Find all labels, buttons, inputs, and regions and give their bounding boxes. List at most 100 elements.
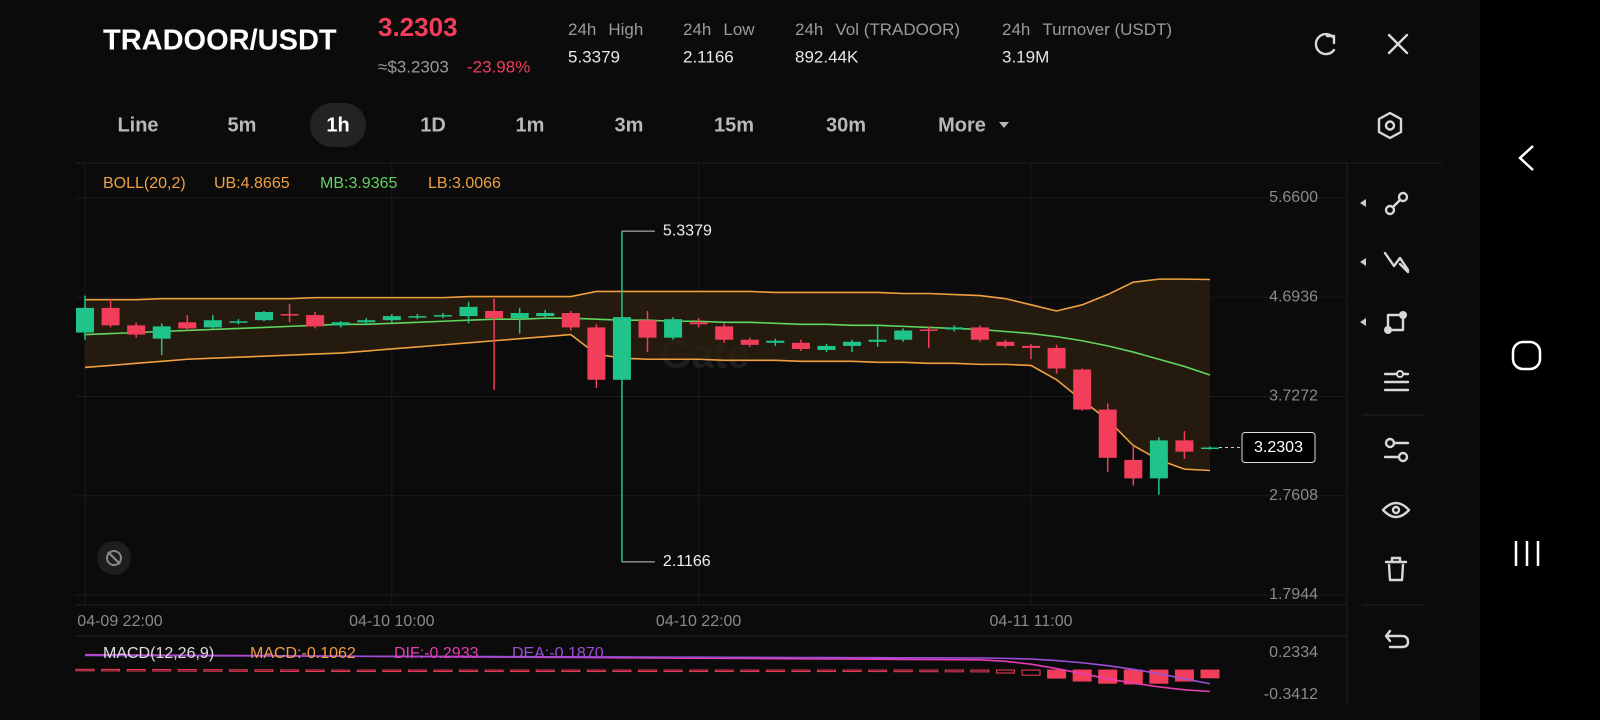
candle-body [791,342,810,349]
tab[interactable]: 5m [228,114,257,136]
candle-body [485,310,504,319]
home-button[interactable] [1511,340,1542,371]
macd-plot [75,653,1220,693]
macd-bar [280,669,300,672]
y-tick-label: 3.7272 [1269,388,1318,405]
candle-body [306,315,325,327]
delete-tool[interactable] [1384,556,1408,582]
stat-period: 24h [683,20,711,39]
candle-body [280,314,299,316]
undo-tool[interactable] [1384,629,1410,649]
macd-bar [356,669,376,673]
stat-label: 24h Low [683,20,755,39]
candle-body [1201,447,1219,450]
macd-bar [995,669,1015,674]
legend-item: MB:3.9365 [320,175,397,192]
expand-arrow[interactable] [1360,199,1366,207]
macd-bar [791,669,811,673]
candle-body [612,317,631,380]
macd-bar [970,669,990,673]
y-tick-label: 1.7944 [1269,586,1318,603]
legend-item: MACD:-0.1062 [250,645,356,662]
candle-body [254,311,273,321]
macd-bar [459,669,479,673]
macd-bar [382,669,402,673]
macd-bar [152,669,172,672]
macd-bar [1098,669,1118,684]
candle-body [715,326,734,340]
macd-bar [740,669,760,673]
tab[interactable]: 3m [615,114,644,136]
usd-price: ≈$3.2303 [378,57,449,76]
tab[interactable]: 30m [826,114,866,136]
y-tick-label: 0.2334 [1269,644,1318,661]
legend-item: BOLL(20,2) [103,175,186,192]
candle-body [1149,440,1168,479]
macd-bar [484,669,504,673]
refresh-button[interactable] [1314,32,1336,56]
stat-period: 24h [568,20,596,39]
macd-bar [944,669,964,673]
candle-body [408,316,427,318]
settings-button[interactable] [1377,111,1403,140]
candle-body [101,307,120,326]
candle-body [1047,347,1066,369]
macd-bar [535,669,555,673]
y-tick-label: 2.7608 [1269,487,1318,504]
band-upper [85,278,1211,312]
indicator-tool[interactable] [1383,370,1410,392]
stat-value: 892.44K [795,47,859,66]
stat-name: Vol (TRADOOR) [835,20,960,39]
x-tick-label: 04-09 22:00 [77,613,163,630]
x-tick-label: 04-11 11:00 [990,613,1073,630]
macd-bar [1200,669,1220,679]
stat-label: 24h High [568,20,643,39]
tab[interactable]: 1D [420,114,446,136]
tab[interactable]: 15m [714,114,754,136]
tab[interactable]: Line [117,114,158,136]
dropdown-arrow[interactable] [999,122,1009,128]
stat-period: 24h [795,20,823,39]
x-tick-label: 04-10 10:00 [349,613,435,630]
polyline-tool[interactable] [1383,251,1410,274]
candle-body [433,315,452,317]
tab[interactable]: More [938,114,986,136]
candle-body [689,322,708,325]
expand-arrow[interactable] [1360,318,1366,326]
candle-body [536,313,555,317]
candle-body [996,341,1015,346]
back-button[interactable] [1518,145,1534,171]
candle-body [178,322,197,329]
low-marker-label: 2.1166 [663,553,711,570]
stat-name: High [608,20,643,39]
y-tick-label: -0.3412 [1264,686,1318,703]
reset-view-button[interactable] [97,541,131,575]
candle-body [127,325,146,335]
x-tick-label: 04-10 22:00 [656,613,742,630]
legend-item: MACD(12,26,9) [103,645,214,662]
active-tab[interactable]: 1h [326,114,349,136]
line-tool[interactable] [1384,191,1409,216]
candle-body [331,322,350,326]
candle-body [357,320,376,323]
tab[interactable]: 1m [516,114,545,136]
stat-name: Low [723,20,755,39]
price-tag [1241,432,1316,464]
candle-body [382,316,401,321]
shape-tool[interactable] [1384,311,1407,334]
stat-value: 5.3379 [568,47,620,66]
legend-item: DIF:-0.2933 [394,645,479,662]
close-button[interactable] [1387,33,1409,55]
macd-bar [663,669,683,673]
macd-bar [689,669,709,673]
recents-button[interactable] [1514,541,1540,566]
legend-item: LB:3.0066 [428,175,501,192]
expand-arrow[interactable] [1360,258,1366,266]
band-lower [84,333,1211,472]
magnet-tool[interactable] [1383,437,1410,463]
y-tick-label: 5.6600 [1269,189,1318,206]
visibility-tool[interactable] [1381,501,1411,519]
system-nav [1511,145,1542,566]
candle-body [766,340,785,343]
candle-body [510,313,529,319]
